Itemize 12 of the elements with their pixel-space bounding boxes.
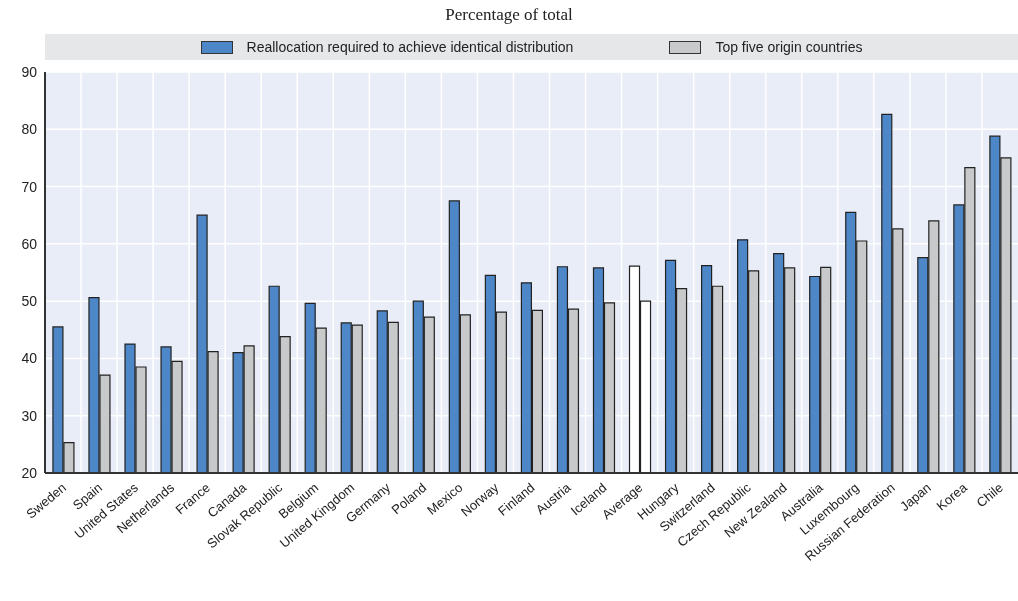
- legend-label: Top five origin countries: [715, 39, 863, 55]
- chart-title: Percentage of total: [444, 4, 574, 26]
- y-tick-label: 20: [21, 464, 38, 481]
- y-tick-label: 30: [21, 407, 38, 424]
- y-tick-label: 50: [21, 293, 38, 310]
- y-tick-label: 60: [21, 235, 38, 252]
- y-tick-label: 40: [21, 350, 38, 367]
- legend-label: Reallocation required to achieve identical distribution: [246, 39, 574, 55]
- y-tick-label: 90: [21, 63, 38, 80]
- y-tick-label: 80: [21, 121, 38, 138]
- x-tick-label: Chile: [973, 479, 1006, 511]
- y-tick-label: 70: [21, 178, 38, 195]
